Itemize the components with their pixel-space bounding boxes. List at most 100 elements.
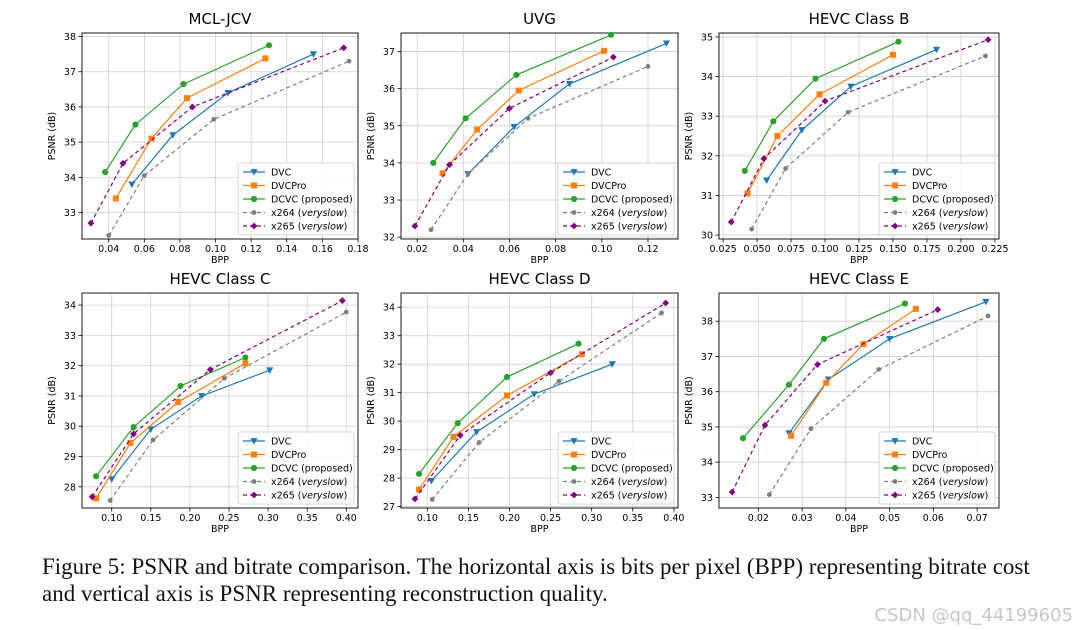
data-point-dvcpro: [262, 55, 269, 62]
data-point-x265: [130, 430, 138, 438]
series-line-x265: [414, 302, 667, 500]
x-tick-label: 0.35: [297, 513, 318, 524]
series-line-dcvc: [432, 34, 612, 164]
data-point-dcvc: [102, 168, 109, 176]
chart-panel-2: UVG 0.02 0.04 0.06 0.08 0.10 0.12 32 33 34 35 36 37 B…: [366, 10, 679, 266]
data-point-dvc: [108, 476, 116, 483]
legend-label-dcvc: DCVC (proposed): [271, 195, 353, 206]
data-point-x264: [525, 115, 531, 121]
legend-label-x264: x264 (veryslow): [591, 477, 667, 488]
x-tick-label: 0.06: [134, 244, 155, 255]
legend-label-dvc: DVC: [271, 437, 292, 448]
x-tick-label: 0.06: [923, 513, 944, 524]
data-point-x265: [456, 431, 464, 439]
chart-title: HEVC Class E: [809, 270, 909, 288]
data-point-dvcpro: [788, 432, 795, 439]
data-point-x265: [984, 36, 992, 44]
series-line-x264: [430, 65, 649, 231]
data-point-dvcpro: [889, 51, 896, 58]
series-line-x264: [751, 55, 986, 230]
series-line-dcvc: [418, 343, 579, 475]
data-point-dcvc: [895, 38, 902, 45]
data-point-dvcpro: [416, 486, 423, 493]
legend-marker-dcvc: [891, 464, 899, 472]
data-point-dvc: [932, 46, 941, 54]
data-point-x265: [88, 493, 96, 501]
legend-box: [557, 431, 675, 505]
y-tick-label: 32: [701, 151, 713, 162]
chart-legend: DVC DVCPro DCVC (proposed) x264 (veryslow) x…: [878, 162, 996, 236]
series-line-dvc: [467, 42, 667, 175]
data-point-x264: [808, 426, 814, 432]
chart-title: HEVC Class B: [809, 10, 910, 28]
legend-marker-dcvc: [250, 195, 258, 203]
data-point-x264: [659, 310, 664, 316]
chart-legend: DVC DVCPro DCVC (proposed) x264 (veryslow) x…: [557, 431, 675, 505]
legend-marker-x264: [892, 479, 898, 484]
legend-marker-x265: [250, 222, 258, 230]
data-point-dcvc: [575, 340, 582, 347]
series-line-dcvc: [744, 41, 899, 172]
y-tick-label: 35: [383, 121, 395, 132]
legend-marker-x265: [891, 491, 899, 499]
y-axis-label: PSNR (dB): [47, 112, 58, 160]
data-point-x265: [340, 44, 348, 52]
data-point-dvcpro: [474, 126, 481, 133]
legend-label-x265: x265 (veryslow): [912, 222, 988, 233]
data-point-dvc: [266, 367, 274, 374]
series-line-dvcpro: [418, 353, 583, 490]
data-point-x264: [983, 53, 988, 59]
data-point-x265: [609, 53, 617, 61]
chart-panel-5: HEVC Class D 0.10 0.15 0.20 0.25 0.30 0.35 0.40…: [366, 270, 684, 535]
x-tick-label: 0.30: [581, 513, 602, 524]
legend-marker-x264: [251, 479, 257, 484]
figure-caption: Figure 5: PSNR and bitrate comparison. T…: [42, 554, 1030, 606]
data-point-x264: [107, 498, 113, 503]
legend-marker-dcvc: [250, 464, 258, 472]
legend-label-dcvc: DCVC (proposed): [591, 464, 673, 475]
data-point-dcvc: [415, 470, 423, 477]
data-point-x264: [985, 313, 991, 319]
x-axis-label: BPP: [850, 524, 868, 535]
x-tick-label: 0.35: [622, 513, 643, 524]
data-point-x264: [428, 227, 434, 233]
x-tick-label: 0.40: [336, 513, 357, 524]
x-axis-label: BPP: [531, 255, 549, 266]
data-point-dvc: [847, 83, 855, 91]
data-point-x264: [343, 309, 349, 315]
y-tick-label: 35: [64, 138, 76, 149]
data-point-x265: [934, 306, 942, 313]
y-tick-label: 28: [383, 474, 395, 485]
y-tick-label: 30: [701, 231, 713, 242]
series-line-x265: [731, 309, 939, 493]
legend-label-dvcpro: DVCPro: [271, 450, 307, 461]
data-point-dvc: [798, 127, 806, 134]
data-point-dcvc: [812, 75, 819, 82]
data-point-x265: [506, 104, 513, 112]
y-tick-label: 34: [383, 158, 395, 169]
data-point-dcvc: [607, 31, 615, 38]
x-tick-label: 0.06: [499, 244, 520, 255]
data-point-dvc: [510, 124, 518, 131]
series-line-dvcpro: [115, 57, 266, 199]
plot-frame: [81, 292, 359, 509]
legend-marker-dvcpro: [892, 182, 898, 189]
legend-marker-x265: [570, 491, 578, 499]
series-line-dvc: [430, 363, 613, 482]
y-axis-label: PSNR (dB): [684, 376, 695, 424]
y-tick-label: 33: [383, 331, 395, 342]
chart-title: UVG: [523, 10, 556, 28]
y-tick-label: 35: [701, 32, 713, 43]
x-tick-label: 0.10: [101, 513, 122, 524]
legend-label-x265: x265 (veryslow): [912, 491, 988, 502]
legend-marker-dvcpro: [892, 451, 898, 458]
y-tick-label: 36: [383, 84, 395, 95]
y-tick-label: 36: [701, 387, 713, 398]
data-point-dvcpro: [450, 433, 457, 440]
plot-frame: [81, 32, 359, 240]
x-tick-label: 0.04: [835, 513, 856, 524]
data-point-dvc: [982, 298, 990, 306]
series-line-x265: [91, 300, 343, 498]
data-point-x264: [556, 378, 562, 384]
data-point-x264: [346, 58, 352, 64]
